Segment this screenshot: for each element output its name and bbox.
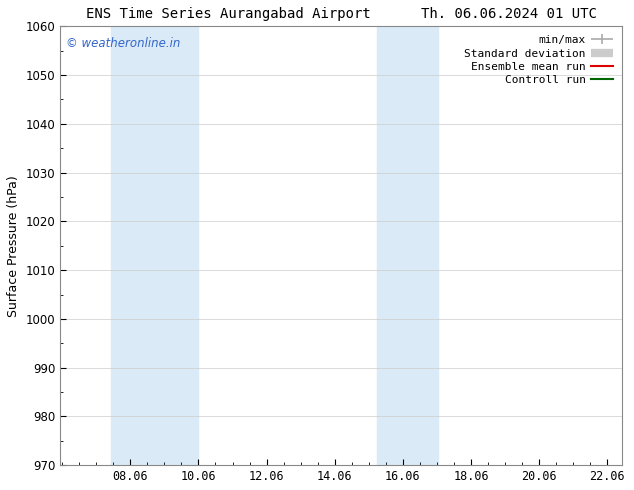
Title: ENS Time Series Aurangabad Airport      Th. 06.06.2024 01 UTC: ENS Time Series Aurangabad Airport Th. 0… (86, 7, 597, 21)
Text: © weatheronline.in: © weatheronline.in (66, 37, 180, 50)
Legend: min/max, Standard deviation, Ensemble mean run, Controll run: min/max, Standard deviation, Ensemble me… (461, 32, 617, 89)
Bar (377, 26, 438, 465)
Bar (111, 26, 198, 465)
Y-axis label: Surface Pressure (hPa): Surface Pressure (hPa) (7, 175, 20, 317)
